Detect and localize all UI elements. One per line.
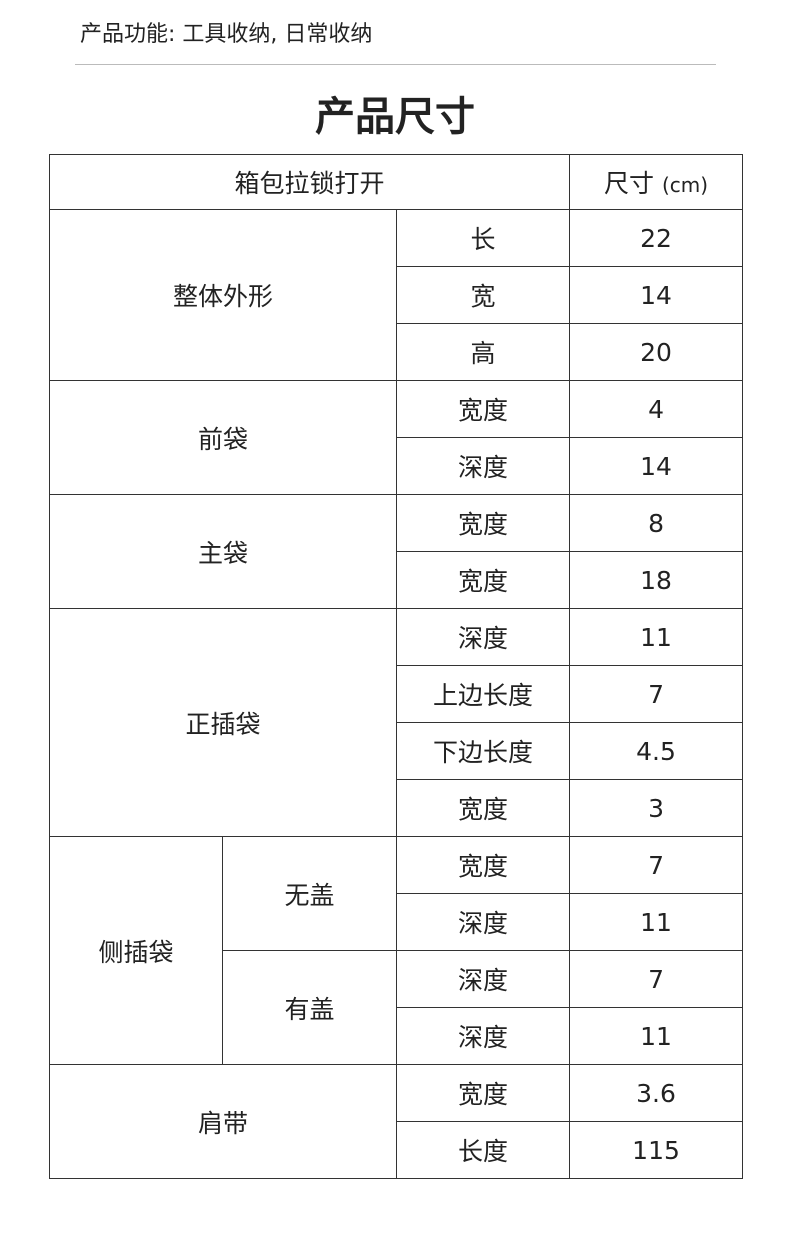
dimension-value: 14 [569, 266, 744, 324]
dimension-label: 长度 [395, 1121, 571, 1179]
dimension-label: 深度 [395, 437, 571, 495]
table-row: 侧插袋 无盖 宽度 7 [49, 836, 744, 1065]
dimension-label: 宽度 [395, 836, 571, 894]
table-row: 前袋 宽度 4 [49, 380, 744, 495]
group-name: 肩带 [49, 1064, 397, 1179]
table-row: 宽 14 [50, 266, 744, 324]
header-opening: 箱包拉锁打开 [48, 154, 571, 210]
dimension-label: 深度 [395, 608, 571, 666]
table-row: 下边长度 4.5 [50, 722, 744, 780]
dimension-value: 11 [569, 893, 744, 951]
dimension-value: 11 [569, 1007, 744, 1065]
table-row: 整体外形长 22 [49, 209, 744, 381]
dimension-label: 高 [395, 323, 571, 381]
table-row: 上边长度 7 [50, 665, 744, 723]
dimension-value: 3.6 [569, 1064, 744, 1122]
table-header-row: 箱包拉锁打开 尺寸 (cm) [48, 154, 744, 210]
dimension-value: 8 [569, 494, 744, 552]
dimension-label: 宽度 [395, 494, 571, 552]
dimension-value: 4 [569, 380, 744, 438]
table-row: 有盖 深度 7 [50, 950, 744, 1065]
dimensions-table: 箱包拉锁打开 尺寸 (cm) 整体外形长 22 宽 14 高 20 前袋 宽度 4 深度 14 主袋宽… [48, 154, 744, 1179]
header-unit: (cm) [661, 173, 709, 197]
table-row: 长度 115 [50, 1121, 744, 1179]
subgroup-name: 有盖 [222, 950, 397, 1065]
dimension-value: 4.5 [569, 722, 744, 780]
dimension-value: 7 [569, 950, 744, 1008]
group-name: 前袋 [49, 380, 397, 495]
group-name: 整体外形 [49, 209, 397, 381]
group-name: 侧插袋 [49, 836, 223, 1065]
dimension-value: 11 [569, 608, 744, 666]
group-name: 正插袋 [49, 608, 397, 837]
dimension-label: 宽度 [395, 1064, 571, 1122]
dimension-label: 深度 [395, 1007, 571, 1065]
header-size: 尺寸 (cm) [569, 154, 744, 210]
dimension-label: 宽度 [395, 380, 571, 438]
table-row: 正插袋 深度 11 [49, 608, 744, 837]
dimension-value: 14 [569, 437, 744, 495]
dimension-label: 宽度 [395, 551, 571, 609]
dimension-value: 18 [569, 551, 744, 609]
table-row: 深度 14 [50, 437, 744, 495]
table-row: 主袋 宽度 8 [49, 494, 744, 609]
dimension-label: 长 [395, 209, 571, 267]
table-row: 肩带 宽度 3.6 [49, 1064, 744, 1179]
dimension-label: 宽 [395, 266, 571, 324]
group-name: 主袋 [49, 494, 397, 609]
dimension-value: 20 [569, 323, 744, 381]
product-feature-text: 产品功能: 工具收纳, 日常收纳 [80, 22, 373, 47]
divider [75, 64, 716, 65]
dimension-label: 深度 [395, 893, 571, 951]
page-title: 产品尺寸 [315, 94, 475, 140]
dimension-value: 3 [569, 779, 744, 837]
dimension-value: 22 [569, 209, 744, 267]
dimension-label: 宽度 [395, 779, 571, 837]
table-row: 深度 11 [50, 893, 744, 951]
dimension-value: 7 [569, 665, 744, 723]
subgroup-name: 无盖 [222, 836, 397, 951]
dimension-value: 7 [569, 836, 744, 894]
header-size-label: 尺寸 [604, 169, 655, 198]
dimension-label: 上边长度 [395, 665, 571, 723]
dimension-label: 下边长度 [395, 722, 571, 780]
dimension-value: 115 [569, 1121, 744, 1179]
dimension-label: 深度 [395, 950, 571, 1008]
